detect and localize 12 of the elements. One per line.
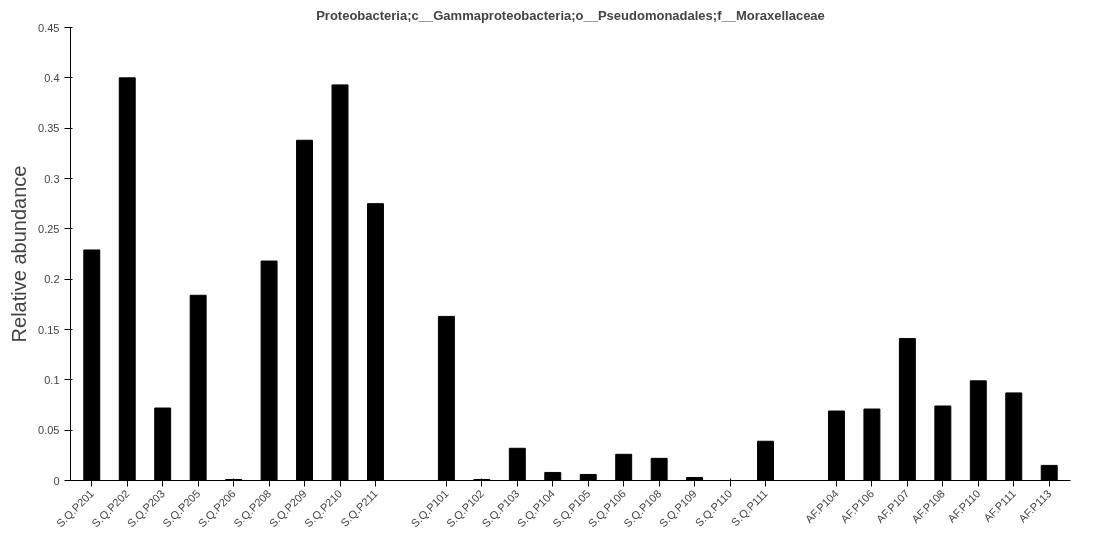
y-tick-label: 0.1 <box>44 373 60 386</box>
y-tick-label: 0.05 <box>38 424 60 437</box>
y-axis-title: Relative abundance <box>8 165 31 343</box>
y-tick-label: 0.35 <box>38 122 60 135</box>
y-tick-label: 0.45 <box>38 21 60 34</box>
y-tick-label: 0.3 <box>44 172 60 185</box>
y-tick-label: 0 <box>53 474 60 487</box>
chart-title: Proteobacteria;c__Gammaproteobacteria;o__Pseudomonadales;f__Moraxellaceae <box>316 7 825 23</box>
y-tick-label: 0.2 <box>44 273 60 286</box>
y-tick-label: 0.15 <box>38 323 60 336</box>
y-tick-label: 0.4 <box>44 71 60 84</box>
y-tick-label: 0.25 <box>38 222 60 235</box>
